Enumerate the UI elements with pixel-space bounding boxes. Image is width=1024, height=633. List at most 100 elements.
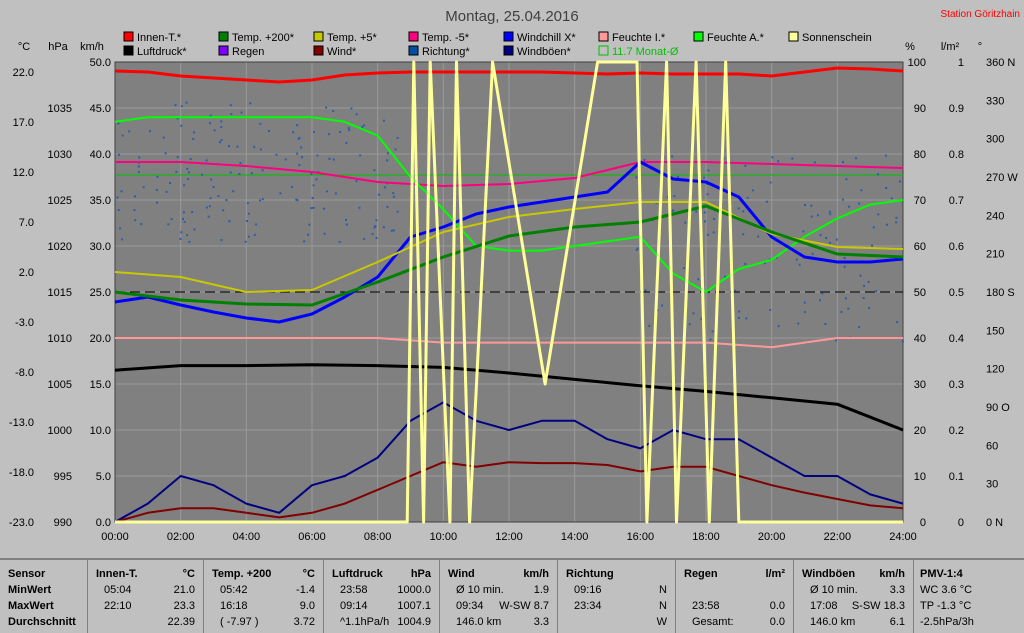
temp-tick-label: -23.0 xyxy=(9,517,34,529)
direction-dot xyxy=(345,218,348,221)
direction-dot xyxy=(298,136,301,139)
direction-dot xyxy=(707,169,710,172)
direction-dot xyxy=(303,240,306,243)
deg-tick-label: 330 xyxy=(986,95,1004,107)
stats-regen-cell: Gesamt: xyxy=(692,616,734,628)
stats-innen-cell: 22:10 xyxy=(104,600,132,612)
direction-dot xyxy=(825,236,828,239)
direction-dot xyxy=(227,145,230,148)
stats-pmv-row: WC 3.6 °C xyxy=(920,584,973,596)
direction-dot xyxy=(775,256,778,259)
direction-dot xyxy=(742,210,745,213)
direction-dot xyxy=(804,204,807,207)
direction-dot xyxy=(332,158,335,161)
direction-dot xyxy=(355,113,358,116)
series-sonnenschein xyxy=(115,60,903,524)
direction-dot xyxy=(895,216,898,219)
direction-dot xyxy=(116,196,119,199)
direction-dot xyxy=(339,131,342,134)
direction-dot xyxy=(819,234,822,237)
temp-tick-label: 2.0 xyxy=(19,267,34,279)
temp-tick-label: 17.0 xyxy=(13,117,34,129)
legend-label: Windböen* xyxy=(517,46,572,58)
direction-dot xyxy=(259,122,262,125)
temp-tick-label: -18.0 xyxy=(9,467,34,479)
direction-dot xyxy=(246,202,249,205)
stats-innen-value: 23.3 xyxy=(173,600,195,612)
kmh-tick-label: 5.0 xyxy=(96,471,111,483)
axis-unit-label: hPa xyxy=(48,41,68,53)
stats-temp-cell: ( -7.97 ) xyxy=(220,616,259,628)
direction-dot xyxy=(119,227,122,230)
direction-dot xyxy=(885,187,888,190)
axis-unit-label: ° xyxy=(978,41,982,53)
direction-dot xyxy=(763,262,766,265)
direction-dot xyxy=(232,190,235,193)
direction-dot xyxy=(697,278,700,281)
stats-wind-cell: 146.0 km xyxy=(456,616,502,628)
chart-svg: 00:00 02:00 04:00 06:00 08:00 10:00 12:00 14:00… xyxy=(9,8,1020,543)
direction-dot xyxy=(261,198,264,201)
legend-swatch xyxy=(598,45,609,56)
direction-dot xyxy=(155,189,158,192)
direction-dot xyxy=(656,309,659,312)
direction-dot xyxy=(134,219,137,222)
direction-dot xyxy=(355,180,358,183)
direction-dot xyxy=(828,210,831,213)
direction-dot xyxy=(695,210,698,213)
direction-dot xyxy=(855,157,858,160)
direction-dot xyxy=(394,148,397,151)
stats-innen-col: Innen-T. °C 05:04 21.0 22:10 23.3 22.39 xyxy=(88,560,204,633)
direction-dot xyxy=(307,233,310,236)
direction-dot xyxy=(348,128,351,131)
direction-dot xyxy=(229,104,232,107)
stats-pmv-row: -2.5hPa/3h xyxy=(920,616,974,628)
direction-dot xyxy=(156,201,159,204)
rain-tick-label: 0.8 xyxy=(949,149,964,161)
direction-dot xyxy=(218,141,221,144)
direction-dot xyxy=(255,223,258,226)
stats-regen-col: Regen l/m² 23:58 0.0 Gesamt: 0.0 xyxy=(676,560,794,633)
direction-dot xyxy=(279,192,282,195)
direction-dot xyxy=(240,111,243,114)
direction-dot xyxy=(392,192,395,195)
direction-dot xyxy=(871,244,874,247)
axis-unit-label: l/m² xyxy=(941,41,960,53)
pct-tick-label: 0 xyxy=(920,517,926,529)
direction-dot xyxy=(222,209,225,212)
direction-dot xyxy=(229,171,232,174)
stats-richtung-value: W xyxy=(656,616,667,628)
direction-dot xyxy=(847,307,850,310)
direction-dot xyxy=(843,256,846,259)
pct-tick-label: 60 xyxy=(914,241,926,253)
direction-dot xyxy=(213,129,216,132)
rain-tick-label: 1 xyxy=(958,57,964,69)
direction-dot xyxy=(326,190,329,193)
direction-dot xyxy=(328,157,331,160)
rain-tick-label: 0.4 xyxy=(949,333,964,345)
stats-pmv-col: PMV-1:4 WC 3.6 °C TP -1.3 °C -2.5hPa/3h xyxy=(914,560,1024,633)
pct-tick-label: 90 xyxy=(914,103,926,115)
legend-label: Feuchte A.* xyxy=(707,32,765,44)
direction-dot xyxy=(133,209,136,212)
stats-wind-col: Wind km/h Ø 10 min. 1.9 09:34 W-SW 8.7 146.0 k… xyxy=(440,560,558,633)
direction-dot xyxy=(371,232,374,235)
direction-dot xyxy=(180,105,183,108)
direction-dot xyxy=(692,312,695,315)
direction-dot xyxy=(121,134,124,137)
deg-tick-label: 120 xyxy=(986,364,1004,376)
x-tick-label: 20:00 xyxy=(758,531,786,543)
stats-richtung-cell: 09:16 xyxy=(574,584,602,596)
direction-dot xyxy=(249,102,252,105)
direction-dot xyxy=(200,173,203,176)
legend-swatch xyxy=(408,31,419,42)
direction-dot xyxy=(896,321,899,324)
direction-dot xyxy=(345,141,348,144)
deg-tick-label: 60 xyxy=(986,440,998,452)
direction-dot xyxy=(703,220,706,223)
direction-dot xyxy=(253,146,256,149)
direction-dot xyxy=(877,173,880,176)
direction-dot xyxy=(744,262,747,265)
legend-swatch xyxy=(218,31,229,42)
direction-dot xyxy=(347,127,350,130)
